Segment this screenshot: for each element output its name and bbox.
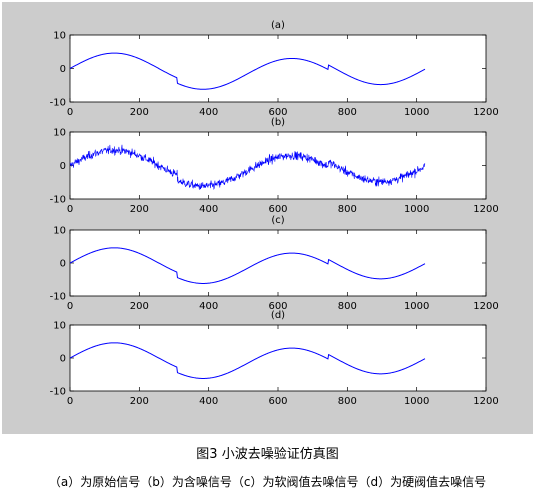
subplot-title: (b): [271, 117, 285, 128]
x-tick-label: 1000: [404, 107, 429, 118]
y-tick-label: -10: [50, 292, 66, 303]
x-tick-label: 0: [67, 204, 73, 215]
x-tick-label: 800: [338, 301, 357, 312]
x-tick-label: 200: [130, 107, 149, 118]
y-tick-label: 0: [60, 354, 66, 365]
x-tick-label: 400: [199, 204, 218, 215]
y-tick-label: 0: [60, 64, 66, 75]
x-tick-label: 200: [130, 396, 149, 407]
series-line: [69, 144, 426, 190]
x-tick-label: 1200: [473, 396, 498, 407]
y-tick-label: -10: [50, 387, 66, 398]
subplot-title: (c): [271, 215, 284, 226]
x-tick-label: 400: [199, 301, 218, 312]
x-tick-label: 0: [67, 107, 73, 118]
series-line: [69, 247, 426, 284]
series-line: [69, 52, 426, 90]
x-tick-label: 1200: [473, 204, 498, 215]
axes-box: [69, 229, 487, 297]
x-tick-label: 1000: [404, 204, 429, 215]
x-tick-label: 800: [338, 107, 357, 118]
y-tick-label: -10: [50, 98, 66, 109]
x-tick-label: 600: [268, 107, 287, 118]
x-tick-label: 1000: [404, 301, 429, 312]
x-tick-label: 1000: [404, 396, 429, 407]
axes-box: [69, 324, 487, 392]
axes-box: [69, 34, 487, 103]
y-tick-label: 10: [53, 31, 66, 42]
y-tick-label: 10: [53, 321, 66, 332]
y-tick-label: 0: [60, 161, 66, 172]
y-tick-label: -10: [50, 195, 66, 206]
figure-caption-legend: （a）为原始信号（b）为含噪信号（c）为软阀值去噪信号（d）为硬阀值去噪信号: [48, 475, 487, 489]
x-tick-label: 1200: [473, 107, 498, 118]
subplot-title: (d): [271, 310, 285, 321]
x-tick-label: 600: [268, 204, 287, 215]
subplot-title: (a): [271, 20, 285, 31]
y-tick-label: 10: [53, 226, 66, 237]
x-tick-label: 400: [199, 396, 218, 407]
x-tick-label: 0: [67, 301, 73, 312]
x-tick-label: 800: [338, 204, 357, 215]
series-line: [69, 342, 426, 379]
x-tick-label: 800: [338, 396, 357, 407]
x-tick-label: 600: [268, 301, 287, 312]
y-tick-label: 0: [60, 259, 66, 270]
x-tick-label: 0: [67, 396, 73, 407]
x-tick-label: 200: [130, 204, 149, 215]
x-tick-label: 600: [268, 396, 287, 407]
x-tick-label: 1200: [473, 301, 498, 312]
figure-caption-title: 图3 小波去噪验证仿真图: [196, 447, 339, 462]
x-tick-label: 200: [130, 301, 149, 312]
x-tick-label: 400: [199, 107, 218, 118]
y-tick-label: 10: [53, 128, 66, 139]
figure-panel: (a) 0 200 400 600 800 1000 1200 -10 0 10 (b) 0 200 400…: [2, 2, 533, 434]
